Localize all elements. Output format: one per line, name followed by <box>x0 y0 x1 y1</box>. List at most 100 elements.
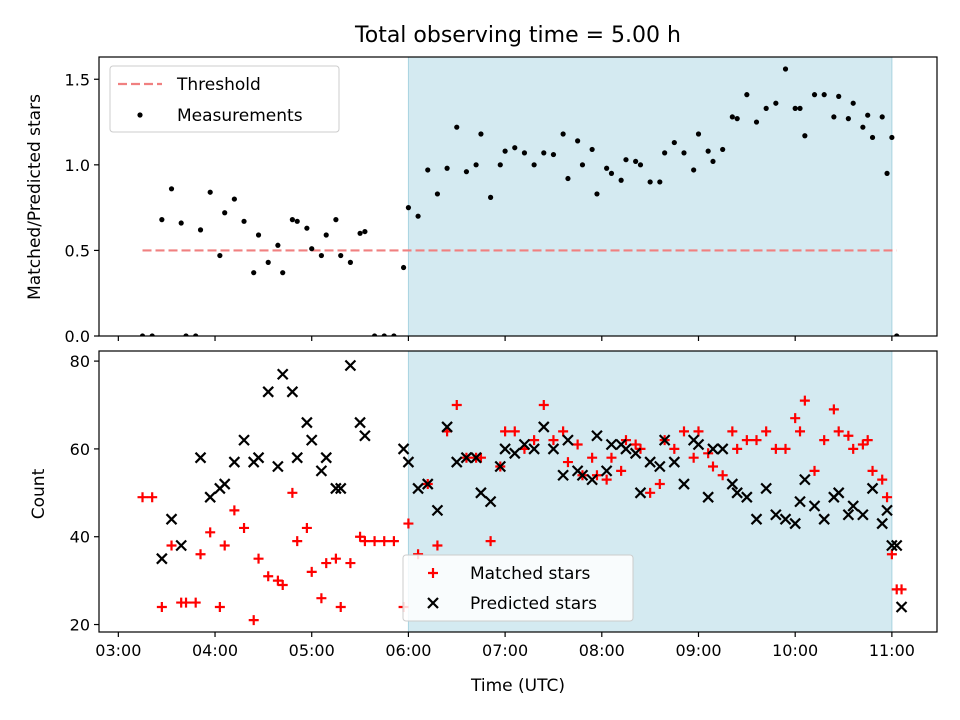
measurement-point <box>594 191 600 197</box>
matched-stars-point <box>678 426 689 437</box>
predicted-stars-point <box>600 465 613 477</box>
predicted-stars-point <box>818 513 830 525</box>
measurement-point <box>217 252 223 259</box>
measurement-point <box>845 116 851 122</box>
matched-stars-point <box>862 435 873 446</box>
predicted-stars-point <box>866 482 879 495</box>
legend-box <box>402 554 634 622</box>
measurement-point <box>850 100 856 106</box>
measurement-point <box>884 170 890 176</box>
predicted-stars-point <box>286 386 299 398</box>
measurement-point <box>521 150 528 156</box>
matched-stars-point <box>330 553 341 564</box>
measurement-point <box>608 170 615 176</box>
measurement-point <box>478 131 484 137</box>
matched-stars-point <box>306 566 317 577</box>
measurement-point <box>241 218 247 224</box>
measurement-point <box>623 157 629 163</box>
predicted-stars-point <box>484 495 497 508</box>
predicted-stars-point <box>291 451 303 464</box>
matched-stars-point <box>606 452 617 463</box>
predicted-stars-point <box>344 359 357 372</box>
measurement-point <box>782 66 789 72</box>
measurement-point <box>560 131 566 137</box>
measurement-point <box>304 225 310 231</box>
matched-stars-point <box>287 487 298 498</box>
points-group <box>139 66 900 336</box>
measurement-point <box>860 124 866 130</box>
predicted-stars-point <box>518 438 531 451</box>
predicted-stars-point <box>262 386 274 398</box>
predicted-stars-point <box>654 460 666 473</box>
predicted-stars-point <box>770 508 782 521</box>
measurement-point <box>773 100 779 106</box>
measurement-point <box>347 259 353 265</box>
matched-stars-point <box>253 553 264 564</box>
predicted-stars-point <box>634 487 647 499</box>
predicted-stars-point <box>272 460 284 473</box>
predicted-stars-point <box>707 443 719 455</box>
matched-stars-point <box>848 443 859 454</box>
predicted-stars-point <box>644 456 656 468</box>
predicted-stars-point <box>857 508 869 521</box>
measurement-point <box>183 333 189 336</box>
matched-stars-point <box>896 584 907 595</box>
predicted-stars-point <box>354 416 366 429</box>
bottom-y-axis-label: Count <box>29 468 49 519</box>
measurement-point <box>744 92 750 98</box>
measurement-point <box>589 146 595 153</box>
legend-measurements-swatch <box>137 112 143 118</box>
predicted-stars-point <box>591 429 603 442</box>
predicted-stars-point <box>547 443 560 455</box>
predicted-stars-point <box>194 451 207 464</box>
matched-stars-point <box>181 597 192 608</box>
x-tick-label: 09:00 <box>675 641 721 660</box>
measurement-point <box>193 333 199 336</box>
matched-stars-point <box>529 435 540 446</box>
matched-stars-point <box>799 395 810 406</box>
measurement-point <box>391 333 397 336</box>
measurement-point <box>309 246 315 252</box>
matched-stars-point <box>886 549 897 560</box>
matched-stars-point <box>843 430 854 441</box>
measurement-point <box>512 145 518 151</box>
matched-stars-point <box>214 601 225 612</box>
predicted-stars-point <box>842 508 855 521</box>
predicted-stars-point <box>847 500 859 512</box>
measurement-point <box>333 217 339 223</box>
matched-stars-point <box>601 474 612 485</box>
axes-frame <box>98 56 938 337</box>
matched-stars-point <box>248 615 259 626</box>
x-tick-label: 11:00 <box>869 641 915 660</box>
predicted-stars-point <box>750 513 763 525</box>
predicted-stars-point <box>890 539 903 552</box>
matched-stars-point <box>727 426 738 437</box>
predicted-stars-point <box>557 469 569 482</box>
measurement-point <box>647 179 653 185</box>
measurement-point <box>338 252 344 259</box>
predicted-stars-point <box>301 416 313 429</box>
measurement-point <box>889 134 895 141</box>
matched-stars-point <box>369 536 380 547</box>
predicted-stars-point <box>228 456 241 468</box>
measurement-point <box>231 196 237 202</box>
matched-stars-point <box>321 558 332 569</box>
measurement-point <box>550 151 557 158</box>
measurement-point <box>502 148 508 154</box>
measurement-point <box>318 252 324 259</box>
legend-predicted-label: Predicted stars <box>470 594 597 614</box>
matched-stars-point <box>359 536 370 547</box>
measurement-point <box>400 264 407 271</box>
predicted-stars-point <box>252 451 265 464</box>
measurement-point <box>415 213 421 219</box>
predicted-stars-point <box>470 451 482 464</box>
matched-stars-point <box>819 435 830 446</box>
measurement-point <box>811 92 818 98</box>
matched-stars-point <box>562 457 573 468</box>
predicted-stars-point <box>658 434 671 446</box>
matched-stars-point <box>882 492 893 503</box>
predicted-stars-point <box>586 473 598 486</box>
measurement-point <box>444 165 450 171</box>
predicted-stars-point <box>789 517 801 530</box>
measurement-point <box>865 112 871 118</box>
